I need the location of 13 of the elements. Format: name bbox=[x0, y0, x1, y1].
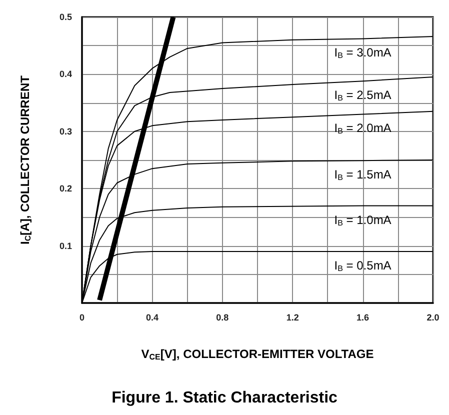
text: Figure 1. Static Characteristic bbox=[112, 390, 338, 406]
y-tick-label: 0.1 bbox=[59, 240, 72, 251]
y-tick-label: 0.3 bbox=[59, 126, 72, 136]
y-axis-title: IC[A], COLLECTOR CURRENT bbox=[18, 74, 32, 244]
y-tick-label: 0.4 bbox=[59, 69, 72, 80]
x-tick-label: 2.0 bbox=[426, 312, 440, 322]
x-tick-label: 1.2 bbox=[286, 312, 299, 322]
x-tick-label: 0 bbox=[79, 312, 85, 322]
x-tick-label: 1.6 bbox=[356, 312, 370, 322]
y-tick-label: 0.2 bbox=[59, 184, 72, 194]
y-tick-label: 0.5 bbox=[59, 12, 72, 22]
x-tick-label: 0.4 bbox=[146, 312, 158, 322]
x-tick-label: 0.8 bbox=[216, 312, 229, 322]
